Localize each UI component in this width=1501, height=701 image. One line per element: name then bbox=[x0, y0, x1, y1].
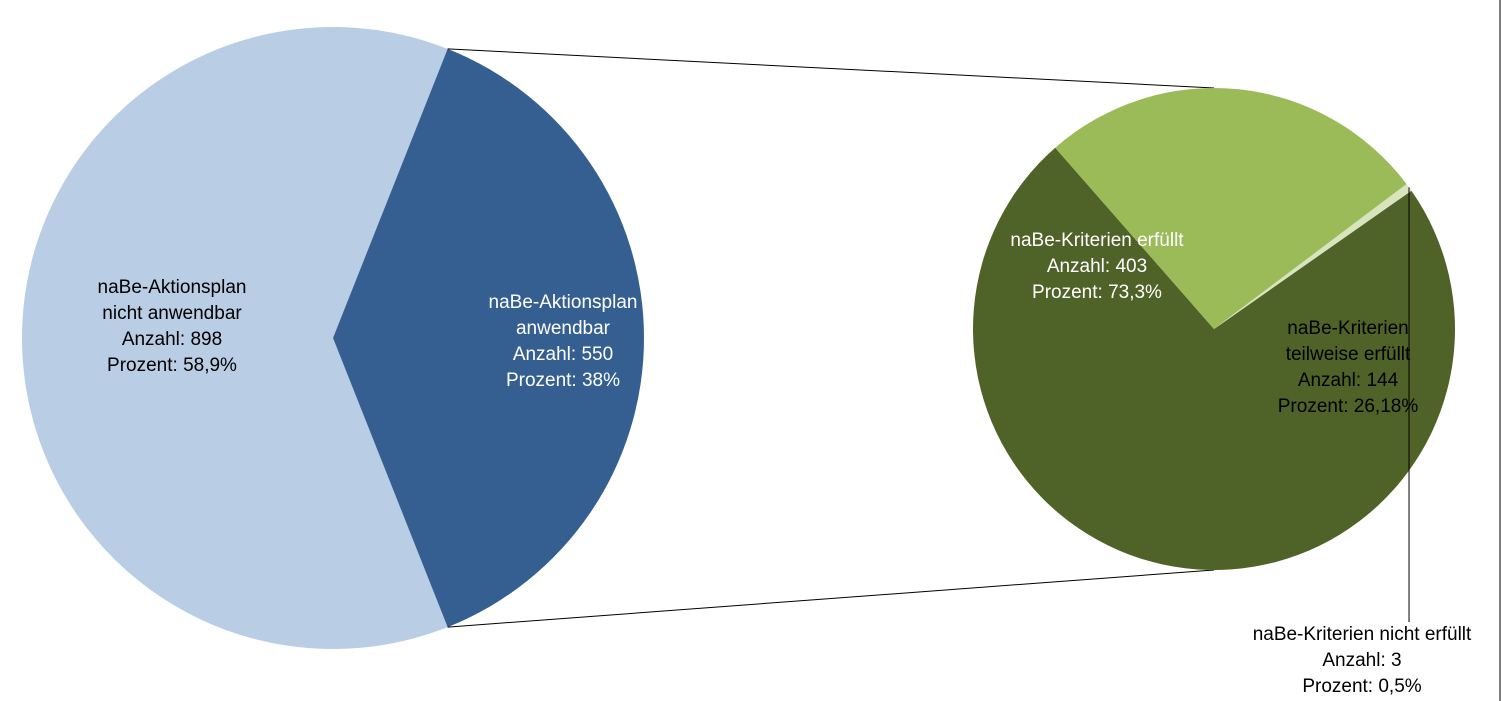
label-nabe-aktionsplan-anwendbar-line-4: Prozent: 38% bbox=[506, 370, 620, 391]
label-nabe-kriterien-nicht-erfuellt-line-2: Anzahl: 3 bbox=[1322, 650, 1401, 671]
slice-nabe-kriterien-teilweise-erfuellt bbox=[1055, 88, 1407, 329]
label-nabe-aktionsplan-nicht-anwendbar: naBe-Aktionsplan nicht anwendbar Anzahl: 8… bbox=[98, 277, 247, 376]
label-nabe-kriterien-teilweise-erfuellt-line-4: Prozent: 26,18% bbox=[1278, 396, 1419, 417]
connector-line-bottom bbox=[447, 569, 1215, 628]
secondary-pie bbox=[973, 88, 1456, 570]
connector-line-top bbox=[447, 48, 1215, 89]
label-nabe-kriterien-erfuellt-line-3: Prozent: 73,3% bbox=[1032, 282, 1162, 303]
window-edge bbox=[1499, 0, 1501, 701]
label-nabe-aktionsplan-nicht-anwendbar-line-4: Prozent: 58,9% bbox=[107, 355, 237, 376]
label-nabe-kriterien-nicht-erfuellt-line-1: naBe-Kriterien nicht erfüllt bbox=[1253, 624, 1472, 645]
label-nabe-aktionsplan-anwendbar-line-1: naBe-Aktionsplan bbox=[489, 292, 638, 313]
label-nabe-kriterien-erfuellt: naBe-Kriterien erfüllt Anzahl: 403 Prozent… bbox=[1010, 230, 1184, 303]
label-nabe-kriterien-teilweise-erfuellt-line-1: naBe-Kriterien bbox=[1287, 318, 1408, 339]
label-nabe-aktionsplan-nicht-anwendbar-line-2: nicht anwendbar bbox=[102, 303, 242, 324]
label-nabe-aktionsplan-anwendbar-line-3: Anzahl: 550 bbox=[513, 344, 613, 365]
label-nabe-aktionsplan-nicht-anwendbar-line-1: naBe-Aktionsplan bbox=[98, 277, 247, 298]
slice-nabe-aktionsplan-anwendbar bbox=[333, 48, 644, 628]
label-nabe-kriterien-teilweise-erfuellt: naBe-Kriterien teilweise erfüllt Anzahl: 1… bbox=[1278, 318, 1419, 417]
label-nabe-aktionsplan-anwendbar: naBe-Aktionsplan anwendbar Anzahl: 550 Proz… bbox=[489, 292, 638, 391]
label-nabe-kriterien-nicht-erfuellt: naBe-Kriterien nicht erfüllt Anzahl: 3 Pro… bbox=[1253, 624, 1472, 697]
main-pie bbox=[21, 26, 644, 650]
label-nabe-kriterien-erfuellt-line-1: naBe-Kriterien erfüllt bbox=[1010, 230, 1184, 251]
slice-nabe-kriterien-erfuellt bbox=[973, 147, 1456, 570]
label-nabe-kriterien-nicht-erfuellt-line-3: Prozent: 0,5% bbox=[1302, 676, 1421, 697]
label-nabe-kriterien-teilweise-erfuellt-line-3: Anzahl: 144 bbox=[1298, 370, 1399, 391]
label-nabe-kriterien-erfuellt-line-2: Anzahl: 403 bbox=[1047, 256, 1147, 277]
slice-nabe-kriterien-nicht-erfuellt bbox=[1214, 184, 1412, 329]
label-nabe-kriterien-teilweise-erfuellt-line-2: teilweise erfüllt bbox=[1286, 344, 1411, 365]
data-labels: naBe-Aktionsplan nicht anwendbar Anzahl: 8… bbox=[98, 187, 1472, 697]
label-nabe-aktionsplan-nicht-anwendbar-line-3: Anzahl: 898 bbox=[122, 329, 222, 350]
label-nabe-aktionsplan-anwendbar-line-2: anwendbar bbox=[516, 318, 611, 339]
pie-connector-lines bbox=[447, 48, 1215, 628]
slice-nabe-aktionsplan-nicht-anwendbar bbox=[21, 26, 448, 650]
